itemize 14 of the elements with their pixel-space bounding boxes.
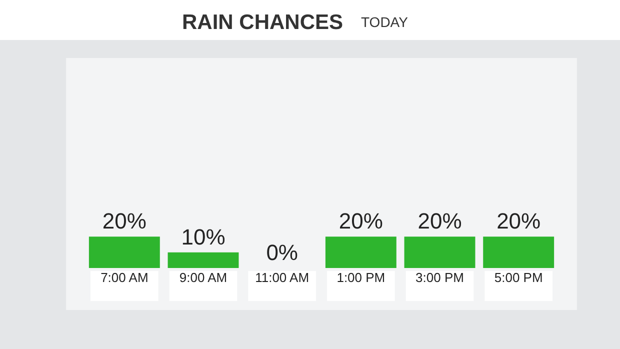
x-tick-label: 9:00 AM [179,270,228,285]
x-tick-label: 7:00 AM [100,270,148,285]
x-tick-label: 11:00 AM [255,270,310,285]
data-label: 20% [496,208,541,234]
chart-title: RAIN CHANCES [182,11,344,34]
x-tick-label: 1:00 PM [336,270,386,285]
x-tick-label: 5:00 PM [494,270,543,285]
data-label: 10% [181,224,226,250]
chart-subtitle: TODAY [361,14,409,30]
data-label: 20% [418,208,462,234]
x-tick-label: 3:00 PM [416,270,464,285]
data-label: 0% [266,240,298,265]
data-label: 20% [102,208,146,234]
data-label: 20% [338,208,383,234]
